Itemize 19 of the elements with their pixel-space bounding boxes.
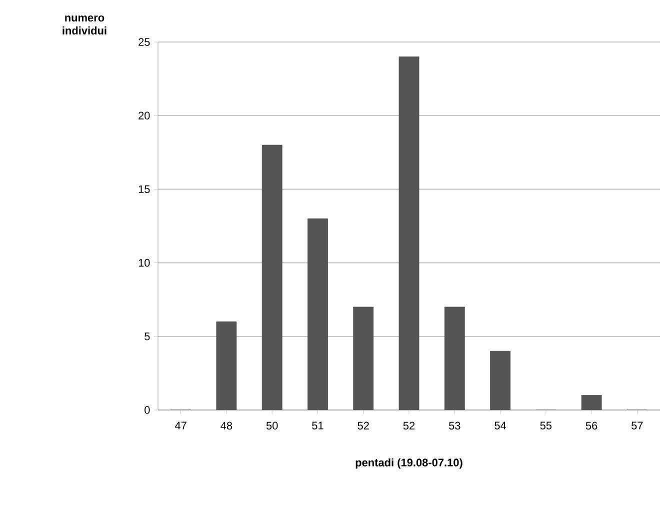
x-tick-label: 51 xyxy=(312,422,324,430)
x-tick-label: 48 xyxy=(220,422,232,430)
x-axis-title: pentadi (19.08-07.10) xyxy=(356,458,462,469)
x-tick-label: 57 xyxy=(632,422,643,430)
y-tick-label: 15 xyxy=(138,185,150,194)
y-tick-label: 0 xyxy=(144,406,150,414)
x-tick-label: 47 xyxy=(174,422,186,430)
y-tick-label: 20 xyxy=(138,112,150,120)
x-tick-label: 53 xyxy=(448,422,460,430)
x-tick-label: 52 xyxy=(403,422,415,430)
x-tick-label: 56 xyxy=(586,422,598,430)
x-tick-label: 52 xyxy=(358,422,369,430)
x-tick-label: 55 xyxy=(540,422,552,430)
y-tick-label: 25 xyxy=(138,38,150,46)
y-tick-label: 5 xyxy=(144,332,150,340)
x-tick-label: 54 xyxy=(494,422,506,430)
y-tick-label: 10 xyxy=(138,258,150,267)
x-tick-label: 50 xyxy=(266,422,278,430)
y-axis-title: numero individui xyxy=(62,16,106,34)
